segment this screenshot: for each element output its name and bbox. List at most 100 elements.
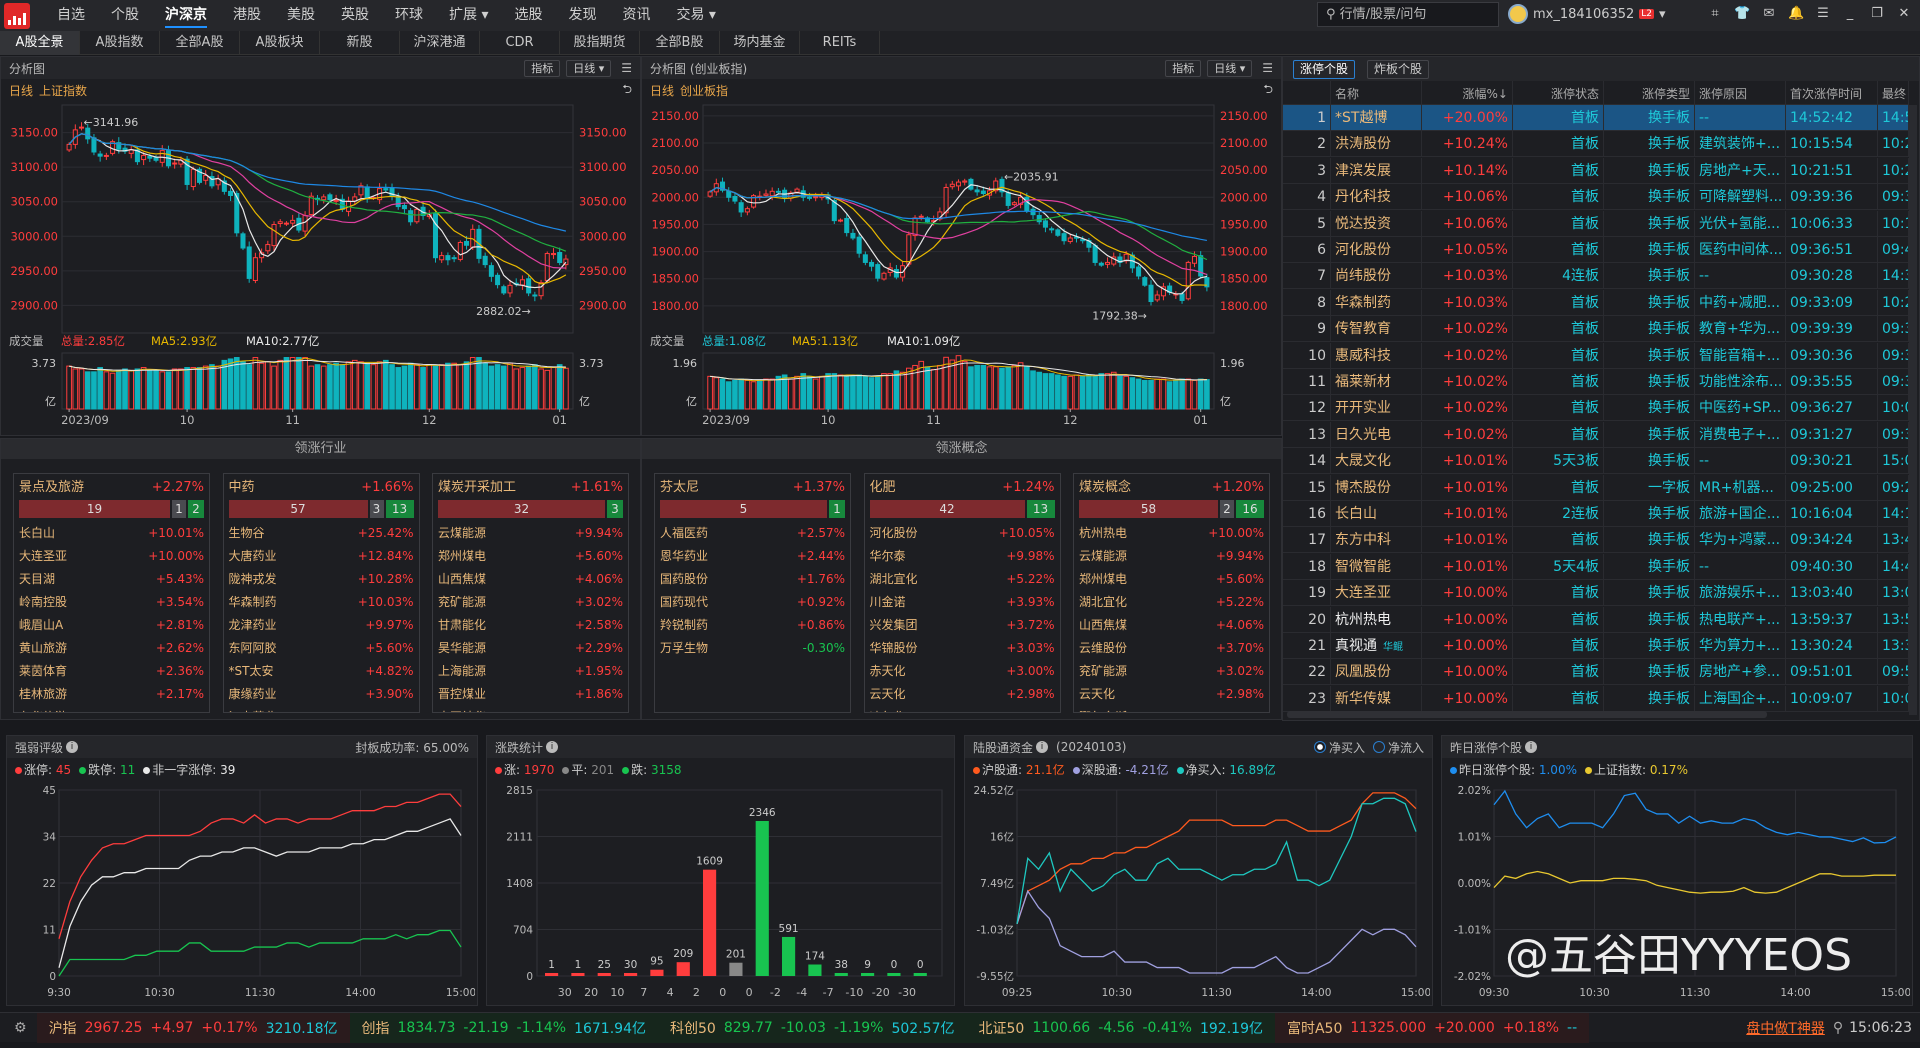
column-header[interactable]: 最终	[1878, 81, 1909, 107]
sector-stock-row[interactable]: 兴发集团 +3.72%	[870, 614, 1055, 637]
nav-item[interactable]: 港股	[233, 7, 261, 23]
avatar[interactable]	[1508, 4, 1528, 24]
sector-stock-row[interactable]: 大连圣亚 +10.00%	[19, 545, 204, 568]
sector-stock-row[interactable]: 黄山旅游 +2.62%	[19, 637, 204, 660]
sector-stock-row[interactable]: 云天化 +2.98%	[870, 683, 1055, 706]
sector-stock-row[interactable]: 郑州煤电 +5.60%	[1079, 568, 1264, 591]
sector-stock-row[interactable]: 赤天化 +3.00%	[870, 660, 1055, 683]
sector-stock-row[interactable]: 桂林旅游 +2.17%	[19, 683, 204, 706]
nav-item[interactable]: 沪深京	[152, 0, 220, 31]
nav-item[interactable]: 个股	[111, 7, 139, 23]
radio-button[interactable]	[1372, 741, 1385, 753]
sector-stock-row[interactable]: 山西焦煤 +4.06%	[438, 568, 623, 591]
sector-stock-row[interactable]: 万孚生物 -0.30%	[660, 637, 845, 660]
sector-name[interactable]: 芬太尼	[660, 480, 700, 495]
sector-stock-row[interactable]: 兖矿能源 +3.02%	[1079, 660, 1264, 683]
sector-stock-row[interactable]: 郑州煤电 +5.60%	[438, 545, 623, 568]
promo-link[interactable]: 盘中做T神器	[1746, 1020, 1825, 1037]
info-icon[interactable]: i	[66, 741, 79, 753]
subtab[interactable]: 全部B股	[640, 31, 720, 55]
index-ticker[interactable]: 创指 1834.73 -21.19 -1.14% 1671.94亿	[349, 1012, 658, 1043]
sector-stock-row[interactable]: 湖北宜化 +5.22%	[870, 568, 1055, 591]
nav-item[interactable]: 环球	[395, 7, 423, 23]
menu-icon[interactable]: ☰	[1262, 61, 1273, 75]
column-header[interactable]	[1283, 81, 1331, 107]
chevron-down-icon[interactable]: ▾	[1659, 6, 1666, 22]
sector-stock-row[interactable]: 中国神华 +1.85%	[438, 706, 623, 712]
subtab[interactable]: 场内基金	[720, 31, 800, 55]
close-icon[interactable]: ✕	[1898, 6, 1910, 21]
subtab[interactable]: A股板块	[240, 31, 320, 55]
sector-name[interactable]: 中药	[228, 480, 255, 495]
sector-stock-row[interactable]: 甘肃能化 +2.58%	[438, 614, 623, 637]
sector-stock-row[interactable]: 岭南控股 +3.54%	[19, 591, 204, 614]
bell-icon[interactable]: 🔔	[1788, 6, 1804, 21]
subtab[interactable]: A股指数	[80, 31, 160, 55]
sector-card[interactable]: 景点及旅游 +2.27% 19 1 2 长白山 +10.01% 大连圣亚 +10.00% 天目湖 +…	[13, 473, 210, 713]
nav-item[interactable]: 选股	[514, 7, 543, 23]
subtab[interactable]: REITs	[800, 31, 880, 55]
sector-stock-row[interactable]: 华尔泰 +9.98%	[870, 545, 1055, 568]
nav-item[interactable]: 自选	[57, 7, 85, 23]
sector-stock-row[interactable]: 湖北宜化 +5.22%	[1079, 591, 1264, 614]
menu-icon[interactable]: ☰	[621, 61, 632, 75]
sector-stock-row[interactable]: 兖矿能源 +3.02%	[438, 591, 623, 614]
sector-stock-row[interactable]: 人福医药 +2.57%	[660, 522, 845, 545]
sector-stock-row[interactable]: 河化股份 +10.05%	[870, 522, 1055, 545]
sector-name[interactable]: 景点及旅游	[19, 480, 85, 495]
info-icon[interactable]: i	[546, 741, 559, 753]
index-ticker[interactable]: 富时A50 11325.000 +20.000 +0.18% --	[1274, 1012, 1590, 1043]
column-header[interactable]: 涨停类型	[1604, 81, 1695, 107]
index-ticker[interactable]: 科创50 829.77 -10.03 -1.19% 502.57亿	[657, 1012, 967, 1043]
reset-icon[interactable]: ⮌	[1263, 81, 1273, 96]
period-dropdown[interactable]: 日线 ▾	[566, 59, 612, 77]
info-icon[interactable]: i	[1525, 741, 1538, 753]
subtab[interactable]: 新股	[320, 31, 400, 55]
sector-name[interactable]: 化肥	[869, 480, 896, 495]
sector-stock-row[interactable]: 云维股份 +3.70%	[1079, 637, 1264, 660]
menu-icon[interactable]: ☰	[1817, 6, 1829, 21]
sector-stock-row[interactable]: 陇神戎发 +10.28%	[229, 568, 414, 591]
column-header[interactable]: 涨幅%↓	[1422, 81, 1513, 107]
indicator-button[interactable]: 指标	[1165, 59, 1202, 77]
search-input[interactable]: ⚲ 行情/股票/问句	[1317, 2, 1499, 27]
sector-stock-row[interactable]: 恩华药业 +2.44%	[660, 545, 845, 568]
settings-gear-icon[interactable]: ⚙	[14, 1019, 27, 1036]
nav-item[interactable]: 美股	[287, 7, 315, 23]
search-icon[interactable]: ⚲	[1832, 1019, 1844, 1036]
subtab[interactable]: CDR	[480, 31, 560, 55]
column-header[interactable]: 名称	[1331, 81, 1422, 107]
sector-card[interactable]: 煤炭开采加工 +1.61% 32 3 云煤能源 +9.94% 郑州煤电 +5.60% 山西焦煤 +…	[432, 473, 629, 713]
sector-name[interactable]: 煤炭开采加工	[438, 480, 517, 495]
index-ticker[interactable]: 沪指 2967.25 +4.97 +0.17% 3210.18亿	[36, 1012, 350, 1043]
indicator-button[interactable]: 指标	[524, 59, 561, 77]
subtab[interactable]: 股指期货	[560, 31, 640, 55]
skin-icon[interactable]: 👕	[1734, 6, 1750, 21]
sector-stock-row[interactable]: 生物谷 +25.42%	[229, 522, 414, 545]
sector-stock-row[interactable]: 国药股份 +1.76%	[660, 568, 845, 591]
nav-item[interactable]: 交易 ▾	[676, 7, 716, 23]
concept-tag[interactable]: 华鲲	[1383, 642, 1403, 653]
sector-stock-row[interactable]: 江中药业 +3.19%	[229, 706, 414, 712]
sector-stock-row[interactable]: 晋控煤业 +1.86%	[438, 683, 623, 706]
reset-icon[interactable]: ⮌	[622, 81, 632, 96]
period-dropdown[interactable]: 日线 ▾	[1207, 59, 1253, 77]
sector-stock-row[interactable]: 华锦股份 +3.03%	[870, 637, 1055, 660]
sector-stock-row[interactable]: 华森制药 +10.03%	[229, 591, 414, 614]
sector-card[interactable]: 化肥 +1.24% 42 13 河化股份 +10.05% 华尔泰 +9.98% 湖北宜化 +5.2…	[863, 473, 1061, 713]
info-icon[interactable]: i	[1036, 741, 1049, 753]
